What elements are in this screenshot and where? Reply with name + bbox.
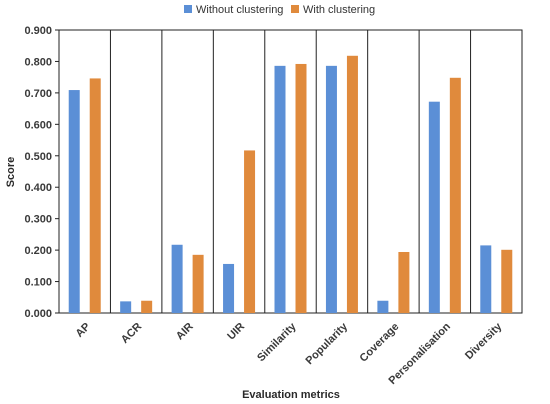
- bar-with-personalisation: [449, 77, 461, 313]
- x-tick-label: UIR: [225, 321, 247, 343]
- plot-area: 0.000 0.100 0.200 0.300 0.400 0.500 0.600 0.700…: [24, 25, 523, 387]
- x-tick-label: AIR: [174, 321, 196, 343]
- bar-without-similarity: [274, 65, 286, 313]
- bar-without-acr: [120, 301, 132, 313]
- y-tick-label: 0.100: [24, 277, 52, 289]
- bar-without-diversity: [480, 245, 492, 313]
- y-tick-label: 0.600: [24, 119, 52, 131]
- x-axis-title: Evaluation metrics: [242, 389, 340, 401]
- y-tick-label: 0.700: [24, 88, 52, 100]
- x-tick-label: Similarity: [255, 320, 299, 364]
- y-tick-label: 0.900: [24, 25, 52, 37]
- y-tick-label: 0.800: [24, 56, 52, 68]
- x-tick-label: ACR: [119, 321, 144, 346]
- x-tick-label: Popularity: [304, 320, 351, 367]
- y-tick-label: 0.400: [24, 182, 52, 194]
- legend-swatch: [291, 5, 299, 13]
- y-tick-label: 0.200: [24, 245, 52, 257]
- y-tick-label: 0.000: [24, 308, 52, 320]
- bar-with-acr: [141, 300, 153, 313]
- y-tick-label: 0.300: [24, 214, 52, 226]
- bar-with-air: [192, 254, 204, 313]
- bar-without-popularity: [325, 65, 337, 313]
- bar-without-coverage: [377, 300, 389, 313]
- x-tick-label: AP: [74, 321, 93, 340]
- legend-label: Without clustering: [196, 4, 283, 16]
- bar-with-ap: [89, 78, 101, 314]
- bar-with-similarity: [295, 63, 307, 314]
- plot-frame: [58, 29, 523, 314]
- legend-swatch: [184, 5, 192, 13]
- y-axis-title: Score: [5, 157, 17, 188]
- legend-label: With clustering: [303, 4, 375, 16]
- bar-with-popularity: [346, 55, 358, 313]
- bar-without-personalisation: [428, 101, 440, 314]
- x-tick-label: Coverage: [358, 321, 402, 365]
- bar-without-ap: [68, 90, 80, 313]
- legend: Without clustering With clustering: [184, 4, 375, 16]
- bar-without-uir: [223, 263, 235, 313]
- x-tick-label: Diversity: [463, 320, 505, 362]
- y-tick-label: 0.500: [24, 151, 52, 163]
- bar-with-uir: [244, 150, 256, 313]
- bar-without-air: [171, 244, 183, 313]
- bar-with-coverage: [398, 251, 410, 313]
- bar-with-diversity: [501, 249, 513, 313]
